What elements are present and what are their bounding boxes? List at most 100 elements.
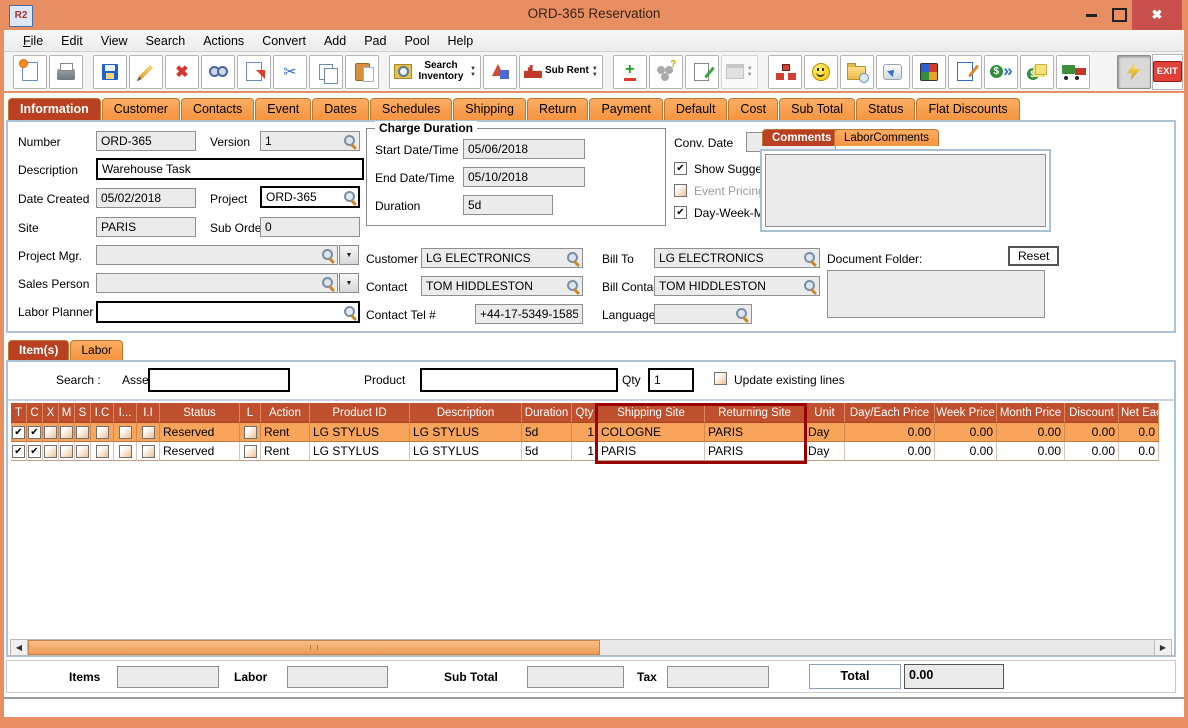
dollar-forward-button[interactable] bbox=[983, 54, 1018, 89]
menu-item-actions[interactable]: Actions bbox=[203, 33, 245, 48]
bill-contact-input[interactable] bbox=[654, 276, 820, 296]
description-input[interactable] bbox=[96, 158, 364, 180]
row-checkbox[interactable] bbox=[141, 425, 155, 439]
row-checkbox[interactable]: ✔ bbox=[28, 425, 41, 439]
search-icon[interactable] bbox=[735, 307, 749, 321]
add-remove-button[interactable] bbox=[612, 54, 647, 89]
contact-field[interactable] bbox=[421, 276, 583, 296]
shapes-button[interactable] bbox=[482, 54, 517, 89]
reset-button[interactable]: Reset bbox=[1008, 246, 1060, 266]
bill-to-field[interactable] bbox=[654, 248, 820, 268]
truck-button[interactable] bbox=[1055, 54, 1090, 89]
horizontal-scrollbar[interactable]: ◀ ▶ bbox=[10, 639, 1172, 656]
show-suggestions-checkbox[interactable]: ✔ bbox=[674, 162, 687, 175]
menu-item-file[interactable]: File bbox=[23, 33, 44, 48]
labor-planner-field[interactable] bbox=[96, 301, 360, 323]
col-qty[interactable]: Qty bbox=[572, 403, 598, 423]
col-m[interactable]: M bbox=[59, 403, 75, 423]
site-input[interactable] bbox=[96, 217, 196, 237]
end-date-input[interactable] bbox=[463, 167, 585, 187]
close-button[interactable] bbox=[1132, 0, 1182, 30]
col-action[interactable]: Action bbox=[261, 403, 310, 423]
contact-input[interactable] bbox=[421, 276, 583, 296]
col-returning-site[interactable]: Returning Site bbox=[705, 403, 805, 423]
labor-planner-input[interactable] bbox=[96, 301, 360, 323]
transfer-button[interactable] bbox=[237, 54, 271, 89]
tab-event[interactable]: Event bbox=[255, 98, 312, 120]
project-mgr-field[interactable] bbox=[96, 245, 338, 265]
col-week-price[interactable]: Week Price bbox=[935, 403, 997, 423]
search-icon[interactable] bbox=[343, 190, 357, 204]
menu-item-add[interactable]: Add bbox=[323, 33, 347, 48]
row-checkbox[interactable] bbox=[76, 444, 89, 458]
tab-customer[interactable]: Customer bbox=[101, 98, 180, 120]
start-date-input[interactable] bbox=[463, 139, 585, 159]
update-existing-checkbox[interactable] bbox=[714, 372, 727, 385]
minimize-button[interactable] bbox=[1078, 0, 1104, 30]
col-s[interactable]: S bbox=[75, 403, 91, 423]
menu-item-pad[interactable]: Pad bbox=[364, 33, 387, 48]
tab-labor[interactable]: Labor bbox=[70, 340, 124, 360]
exit-button[interactable]: EXIT bbox=[1151, 53, 1183, 90]
tab-return[interactable]: Return bbox=[526, 98, 589, 120]
notes-button[interactable] bbox=[684, 54, 719, 89]
project-input[interactable] bbox=[260, 186, 360, 208]
row-checkbox[interactable]: ✔ bbox=[28, 444, 41, 458]
contact-tel-input[interactable] bbox=[475, 304, 583, 324]
edit-button[interactable] bbox=[129, 54, 163, 89]
search-icon[interactable] bbox=[343, 305, 357, 319]
col-net-each[interactable]: Net Each bbox=[1119, 403, 1159, 423]
search-icon[interactable] bbox=[321, 276, 335, 290]
tab-information[interactable]: Information bbox=[8, 98, 101, 120]
copy-button[interactable] bbox=[309, 54, 343, 89]
sub-rent-button[interactable]: Sub Rent ▼ ▼ bbox=[518, 54, 603, 89]
col-duration[interactable]: Duration bbox=[522, 403, 572, 423]
scrollbar-thumb[interactable] bbox=[28, 640, 600, 655]
day-week-month-checkbox[interactable]: ✔ bbox=[674, 206, 687, 219]
bill-contact-field[interactable] bbox=[654, 276, 820, 296]
col-ic[interactable]: I.C bbox=[91, 403, 114, 423]
new-button[interactable] bbox=[13, 54, 47, 89]
row-checkbox[interactable]: ✔ bbox=[12, 425, 25, 439]
sub-total-input[interactable] bbox=[527, 666, 624, 688]
customer-input[interactable] bbox=[421, 248, 583, 268]
scroll-right-button[interactable]: ▶ bbox=[1154, 640, 1171, 655]
keyboard-button[interactable] bbox=[875, 54, 910, 89]
row-checkbox[interactable] bbox=[243, 444, 257, 458]
menu-item-edit[interactable]: Edit bbox=[61, 33, 83, 48]
comments-textarea[interactable] bbox=[765, 154, 1046, 227]
paste-button[interactable] bbox=[345, 54, 379, 89]
delete-button[interactable] bbox=[165, 54, 199, 89]
sales-person-field[interactable] bbox=[96, 273, 338, 293]
number-input[interactable] bbox=[96, 131, 196, 151]
tab-sub-total[interactable]: Sub Total bbox=[779, 98, 856, 120]
tab-default[interactable]: Default bbox=[663, 98, 728, 120]
tab-labor-comments[interactable]: LaborComments bbox=[834, 129, 940, 146]
language-field[interactable] bbox=[654, 304, 752, 324]
col-day-each-price[interactable]: Day/Each Price bbox=[845, 403, 935, 423]
row-checkbox[interactable] bbox=[44, 444, 57, 458]
folder-clock-button[interactable] bbox=[839, 54, 874, 89]
org-chart-button[interactable] bbox=[767, 54, 802, 89]
tab-contacts[interactable]: Contacts bbox=[180, 98, 255, 120]
qty-input[interactable] bbox=[648, 368, 694, 392]
smiley-button[interactable] bbox=[803, 54, 838, 89]
menu-item-view[interactable]: View bbox=[100, 33, 128, 48]
project-mgr-dropdown[interactable]: ▼ bbox=[339, 245, 359, 265]
col-unit[interactable]: Unit bbox=[805, 403, 845, 423]
col-month-price[interactable]: Month Price bbox=[997, 403, 1065, 423]
maximize-button[interactable] bbox=[1106, 0, 1132, 30]
row-checkbox[interactable] bbox=[95, 425, 109, 439]
language-input[interactable] bbox=[654, 304, 752, 324]
menu-item-help[interactable]: Help bbox=[447, 33, 474, 48]
find-button[interactable] bbox=[201, 54, 235, 89]
col-discount[interactable]: Discount bbox=[1065, 403, 1119, 423]
print-button[interactable] bbox=[49, 54, 83, 89]
tab-items[interactable]: Item(s) bbox=[8, 340, 70, 360]
tab-comments[interactable]: Comments bbox=[762, 129, 842, 146]
row-checkbox[interactable] bbox=[60, 444, 73, 458]
version-input[interactable] bbox=[260, 131, 360, 151]
col-x[interactable]: X bbox=[43, 403, 59, 423]
col-product-id[interactable]: Product ID bbox=[310, 403, 410, 423]
project-field[interactable] bbox=[260, 186, 360, 208]
